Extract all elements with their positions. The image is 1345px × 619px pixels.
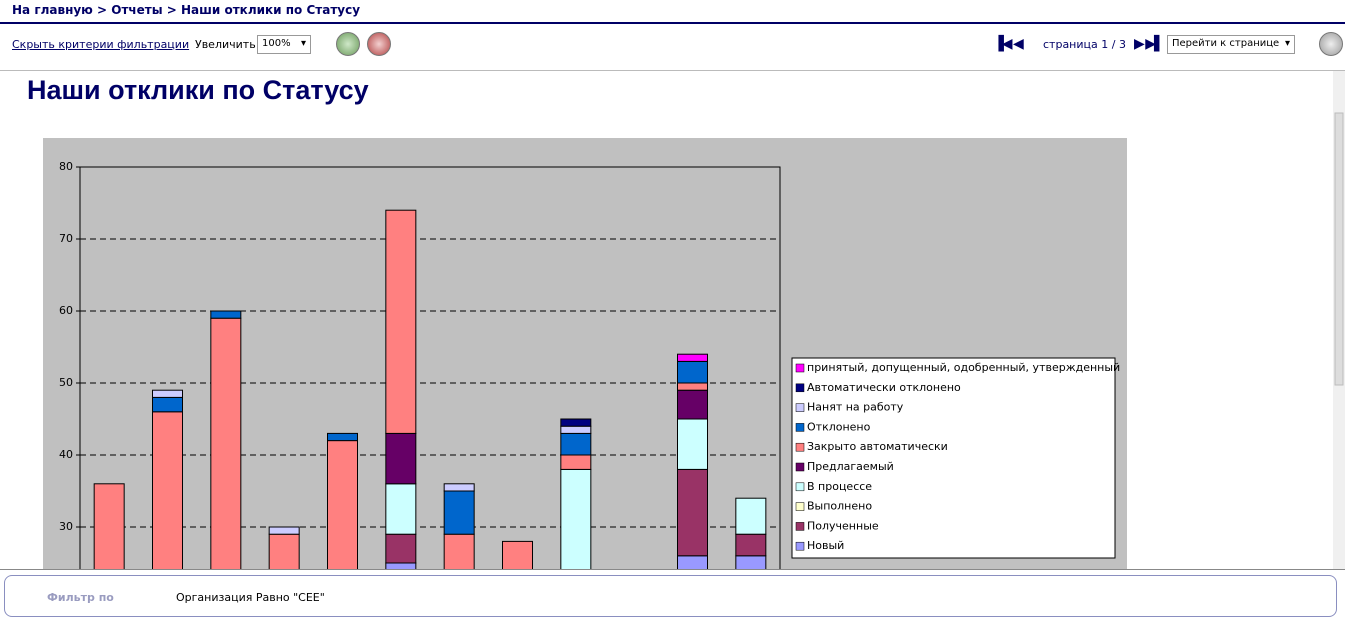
bar-segment: [677, 382, 708, 391]
legend-label: Отклонено: [807, 420, 871, 433]
legend-swatch: [795, 541, 805, 551]
y-tick-label: 30: [59, 520, 73, 533]
bar-segment: [210, 310, 242, 319]
legend-label: Закрыто автоматически: [807, 440, 948, 453]
goto-page-select[interactable]: Перейти к странице ▾: [1167, 35, 1295, 54]
legend-label: Автоматически отклонено: [807, 381, 961, 394]
filter-condition: Организация Равно "CEE": [176, 591, 325, 604]
scroll-thumb[interactable]: [1334, 112, 1344, 386]
hide-filter-link[interactable]: Скрыть критерии фильтрации: [12, 38, 190, 51]
bar-segment: [268, 526, 300, 535]
export-pdf[interactable]: [367, 32, 391, 56]
legend-swatch: [795, 502, 805, 511]
bar-segment: [327, 432, 358, 442]
bar-segment: [735, 497, 767, 535]
bar-segment: [677, 389, 708, 420]
goto-page: Перейти к странице: [1172, 38, 1280, 49]
legend-label: В процессе: [807, 480, 872, 493]
header-rule: [0, 22, 1345, 24]
legend-swatch: [795, 403, 805, 412]
bar-segment: [560, 454, 592, 470]
bar-segment: [677, 418, 708, 470]
bar-segment: [210, 317, 242, 569]
bar-segment: [93, 483, 125, 569]
bar-segment: [152, 389, 183, 398]
zoom-select[interactable]: 100% ▾: [257, 35, 311, 54]
bar-segment: [735, 555, 767, 569]
bar-segment: [443, 533, 475, 569]
chart: 30 40 50 60 70 80 принятый, допущенный, одобре…: [43, 71, 1345, 569]
bar-segment: [560, 418, 592, 427]
bar-segment: [443, 483, 475, 492]
y-tick-label: 50: [59, 376, 73, 389]
bar-segment: [560, 432, 592, 456]
legend-swatch: [795, 363, 805, 373]
legend-box: [791, 357, 1116, 559]
legend-swatch: [795, 462, 805, 472]
legend-swatch: [795, 482, 805, 492]
bar-segment: [327, 440, 358, 569]
bar-segment: [152, 396, 183, 413]
legend-swatch: [795, 423, 805, 432]
bar-segment: [677, 353, 708, 362]
legend-label: Нанят на работу: [807, 401, 904, 414]
bar-segment: [385, 432, 417, 485]
first-prev-buttons[interactable]: ▐◀ ◀: [993, 36, 1024, 52]
legend-label: Новый: [807, 539, 844, 552]
bar-segment: [268, 533, 300, 569]
bar-segment: [677, 360, 708, 384]
legend-label: Полученные: [807, 519, 879, 532]
y-tick-label: 60: [59, 304, 73, 317]
bar-segment: [385, 562, 417, 569]
bar-segment: [385, 533, 417, 564]
bar-segment: [385, 483, 417, 535]
legend-label: принятый, допущенный, одобренный, утверж…: [807, 361, 1120, 374]
bar-segment: [502, 540, 533, 569]
filter-label: Фильтр по: [47, 591, 114, 604]
report-frame: Наши отклики по Статусу 30 40 50 60 70 80 прин…: [0, 70, 1345, 570]
refresh-button[interactable]: [1319, 32, 1343, 56]
bar-segment: [385, 209, 417, 434]
bar-segment: [677, 468, 708, 557]
page-info: страница 1 / 3: [1043, 38, 1126, 51]
y-tick-label: 70: [59, 232, 73, 245]
legend-swatch: [795, 522, 805, 531]
legend-label: Выполнено: [807, 500, 872, 513]
y-tick-label: 80: [59, 160, 73, 173]
legend-label: Предлагаемый: [807, 460, 894, 473]
bar-segment: [152, 411, 183, 569]
zoom-label: Увеличить: [195, 38, 256, 51]
breadcrumb[interactable]: На главную > Отчеты > Наши отклики по Ст…: [12, 3, 361, 17]
bar-segment: [560, 425, 592, 434]
bar-segment: [735, 533, 767, 557]
filter-panel: Фильтр по Организация Равно "CEE": [4, 575, 1337, 617]
bar-segment: [560, 468, 592, 569]
legend-swatch: [795, 383, 805, 393]
bar-segment: [443, 490, 475, 535]
next-last-buttons[interactable]: ▶ ▶▌: [1134, 36, 1165, 52]
y-tick-label: 40: [59, 448, 73, 461]
bar-segment: [677, 555, 708, 569]
zoom-value: 100%: [262, 38, 291, 49]
legend-swatch: [795, 442, 805, 452]
report-title: Наши отклики по Статусу: [27, 75, 369, 105]
export-excel[interactable]: [336, 32, 360, 56]
